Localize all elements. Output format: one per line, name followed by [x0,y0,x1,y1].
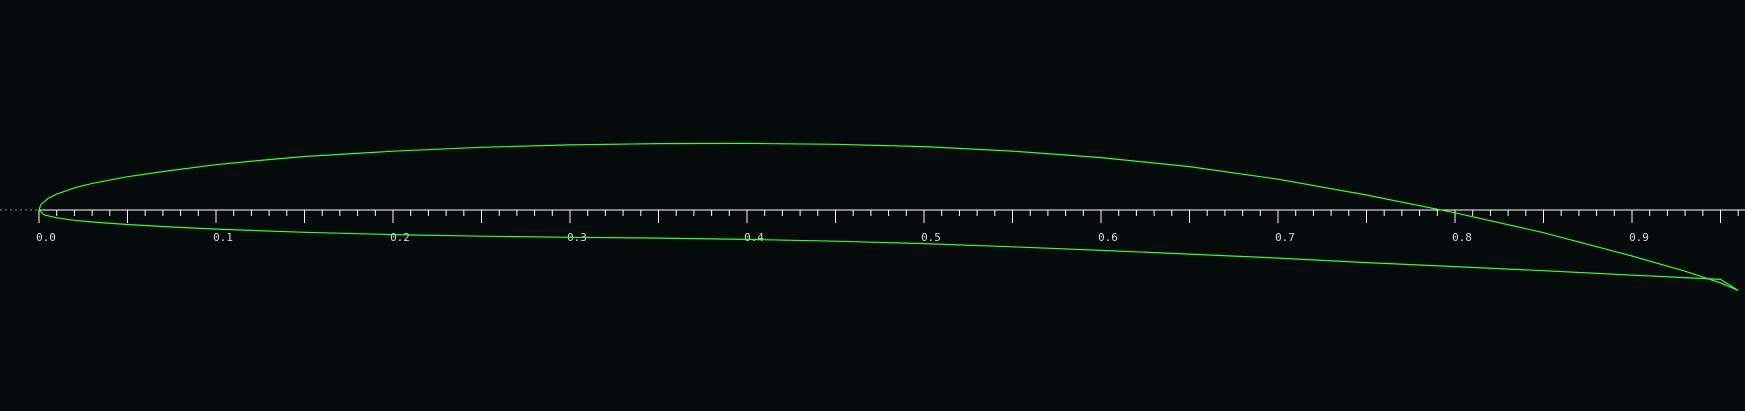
lower-surface-line [38,209,1739,292]
tick-label: 0.9 [1629,231,1649,244]
x-axis: 0.0 0.1 0.2 0.3 0.4 0.5 0.6 0.7 0.8 0.9 [0,209,1745,244]
tick-label: 0.6 [1098,231,1118,244]
tick-label: 0.2 [390,231,410,244]
upper-surface-line [38,142,1739,292]
airfoil-profile [38,142,1739,292]
tick-label: 0.7 [1275,231,1295,244]
tick-label: 0.1 [213,231,233,244]
tick-label: 0.8 [1452,231,1472,244]
tick-label: 0.5 [921,231,941,244]
tick-label: 0.4 [744,231,764,244]
tick-label: 0.0 [36,231,56,244]
